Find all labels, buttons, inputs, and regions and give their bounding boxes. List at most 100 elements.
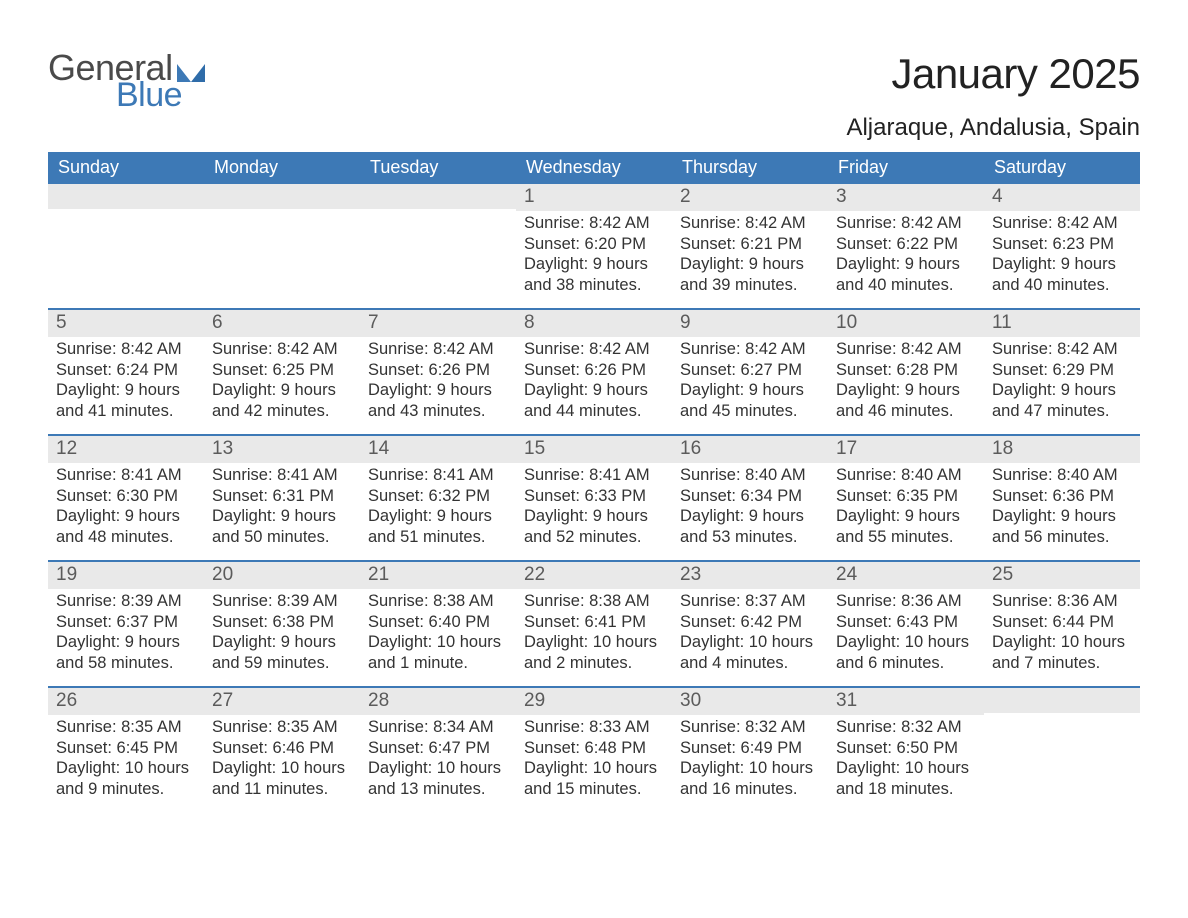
sunrise-text: Sunrise: 8:41 AM [368, 465, 508, 486]
sunrise-text: Sunrise: 8:32 AM [836, 717, 976, 738]
calendar-cell: 22Sunrise: 8:38 AMSunset: 6:41 PMDayligh… [516, 562, 672, 686]
day-details: Sunrise: 8:42 AMSunset: 6:20 PMDaylight:… [516, 211, 672, 300]
calendar-cell: 21Sunrise: 8:38 AMSunset: 6:40 PMDayligh… [360, 562, 516, 686]
calendar-cell: 6Sunrise: 8:42 AMSunset: 6:25 PMDaylight… [204, 310, 360, 434]
calendar-cell: 8Sunrise: 8:42 AMSunset: 6:26 PMDaylight… [516, 310, 672, 434]
calendar-cell: 18Sunrise: 8:40 AMSunset: 6:36 PMDayligh… [984, 436, 1140, 560]
calendar-cell: 16Sunrise: 8:40 AMSunset: 6:34 PMDayligh… [672, 436, 828, 560]
sunset-text: Sunset: 6:48 PM [524, 738, 664, 759]
sunset-text: Sunset: 6:37 PM [56, 612, 196, 633]
sunset-text: Sunset: 6:21 PM [680, 234, 820, 255]
sunrise-text: Sunrise: 8:42 AM [56, 339, 196, 360]
daylight-text: Daylight: 9 hours and 43 minutes. [368, 380, 508, 421]
sunset-text: Sunset: 6:38 PM [212, 612, 352, 633]
day-details: Sunrise: 8:41 AMSunset: 6:32 PMDaylight:… [360, 463, 516, 552]
sunrise-text: Sunrise: 8:42 AM [836, 213, 976, 234]
daylight-text: Daylight: 9 hours and 51 minutes. [368, 506, 508, 547]
day-number: 31 [828, 688, 984, 715]
sunrise-text: Sunrise: 8:41 AM [212, 465, 352, 486]
sunset-text: Sunset: 6:47 PM [368, 738, 508, 759]
day-details: Sunrise: 8:33 AMSunset: 6:48 PMDaylight:… [516, 715, 672, 804]
calendar-cell: 29Sunrise: 8:33 AMSunset: 6:48 PMDayligh… [516, 688, 672, 812]
day-number: 7 [360, 310, 516, 337]
sunrise-text: Sunrise: 8:38 AM [368, 591, 508, 612]
day-details: Sunrise: 8:35 AMSunset: 6:45 PMDaylight:… [48, 715, 204, 804]
day-number: 24 [828, 562, 984, 589]
sunset-text: Sunset: 6:27 PM [680, 360, 820, 381]
calendar-cell: 4Sunrise: 8:42 AMSunset: 6:23 PMDaylight… [984, 184, 1140, 308]
daylight-text: Daylight: 9 hours and 45 minutes. [680, 380, 820, 421]
daylight-text: Daylight: 9 hours and 41 minutes. [56, 380, 196, 421]
day-details: Sunrise: 8:38 AMSunset: 6:40 PMDaylight:… [360, 589, 516, 678]
sunrise-text: Sunrise: 8:37 AM [680, 591, 820, 612]
calendar-cell: 3Sunrise: 8:42 AMSunset: 6:22 PMDaylight… [828, 184, 984, 308]
daylight-text: Daylight: 10 hours and 2 minutes. [524, 632, 664, 673]
day-number: 1 [516, 184, 672, 211]
calendar-cell: 14Sunrise: 8:41 AMSunset: 6:32 PMDayligh… [360, 436, 516, 560]
day-number: 6 [204, 310, 360, 337]
sunrise-text: Sunrise: 8:35 AM [212, 717, 352, 738]
daylight-text: Daylight: 9 hours and 53 minutes. [680, 506, 820, 547]
sunrise-text: Sunrise: 8:42 AM [680, 213, 820, 234]
day-number: 29 [516, 688, 672, 715]
day-details: Sunrise: 8:42 AMSunset: 6:22 PMDaylight:… [828, 211, 984, 300]
calendar: Sunday Monday Tuesday Wednesday Thursday… [48, 152, 1140, 812]
day-number: 9 [672, 310, 828, 337]
sunset-text: Sunset: 6:24 PM [56, 360, 196, 381]
calendar-cell: 17Sunrise: 8:40 AMSunset: 6:35 PMDayligh… [828, 436, 984, 560]
sunset-text: Sunset: 6:41 PM [524, 612, 664, 633]
sunset-text: Sunset: 6:20 PM [524, 234, 664, 255]
calendar-cell: 1Sunrise: 8:42 AMSunset: 6:20 PMDaylight… [516, 184, 672, 308]
calendar-cell [984, 688, 1140, 812]
calendar-cell: 9Sunrise: 8:42 AMSunset: 6:27 PMDaylight… [672, 310, 828, 434]
calendar-cell: 25Sunrise: 8:36 AMSunset: 6:44 PMDayligh… [984, 562, 1140, 686]
calendar-cell: 5Sunrise: 8:42 AMSunset: 6:24 PMDaylight… [48, 310, 204, 434]
day-number: 13 [204, 436, 360, 463]
sunset-text: Sunset: 6:46 PM [212, 738, 352, 759]
calendar-cell: 27Sunrise: 8:35 AMSunset: 6:46 PMDayligh… [204, 688, 360, 812]
calendar-cell: 15Sunrise: 8:41 AMSunset: 6:33 PMDayligh… [516, 436, 672, 560]
daylight-text: Daylight: 10 hours and 11 minutes. [212, 758, 352, 799]
calendar-cell [360, 184, 516, 308]
day-details: Sunrise: 8:36 AMSunset: 6:44 PMDaylight:… [984, 589, 1140, 678]
sunrise-text: Sunrise: 8:40 AM [680, 465, 820, 486]
sunset-text: Sunset: 6:26 PM [524, 360, 664, 381]
sunrise-text: Sunrise: 8:32 AM [680, 717, 820, 738]
weekday-header: Tuesday [360, 152, 516, 184]
day-details: Sunrise: 8:40 AMSunset: 6:36 PMDaylight:… [984, 463, 1140, 552]
sunset-text: Sunset: 6:23 PM [992, 234, 1132, 255]
title-block: January 2025 Aljaraque, Andalusia, Spain [846, 50, 1140, 142]
daylight-text: Daylight: 9 hours and 52 minutes. [524, 506, 664, 547]
calendar-cell [48, 184, 204, 308]
weekday-header: Thursday [672, 152, 828, 184]
logo-flag-icon [177, 64, 205, 82]
sunset-text: Sunset: 6:45 PM [56, 738, 196, 759]
sunset-text: Sunset: 6:31 PM [212, 486, 352, 507]
daylight-text: Daylight: 9 hours and 55 minutes. [836, 506, 976, 547]
sunrise-text: Sunrise: 8:42 AM [212, 339, 352, 360]
day-details: Sunrise: 8:41 AMSunset: 6:31 PMDaylight:… [204, 463, 360, 552]
day-details: Sunrise: 8:32 AMSunset: 6:49 PMDaylight:… [672, 715, 828, 804]
day-details: Sunrise: 8:42 AMSunset: 6:21 PMDaylight:… [672, 211, 828, 300]
day-details: Sunrise: 8:42 AMSunset: 6:26 PMDaylight:… [516, 337, 672, 426]
calendar-cell [204, 184, 360, 308]
sunrise-text: Sunrise: 8:41 AM [524, 465, 664, 486]
daylight-text: Daylight: 9 hours and 50 minutes. [212, 506, 352, 547]
sunrise-text: Sunrise: 8:38 AM [524, 591, 664, 612]
day-number: 20 [204, 562, 360, 589]
day-number: 10 [828, 310, 984, 337]
sunset-text: Sunset: 6:30 PM [56, 486, 196, 507]
sunrise-text: Sunrise: 8:39 AM [212, 591, 352, 612]
daylight-text: Daylight: 9 hours and 44 minutes. [524, 380, 664, 421]
weekday-header: Monday [204, 152, 360, 184]
daylight-text: Daylight: 9 hours and 40 minutes. [992, 254, 1132, 295]
calendar-cell: 13Sunrise: 8:41 AMSunset: 6:31 PMDayligh… [204, 436, 360, 560]
daylight-text: Daylight: 10 hours and 9 minutes. [56, 758, 196, 799]
day-number [48, 184, 204, 209]
sunset-text: Sunset: 6:32 PM [368, 486, 508, 507]
day-number: 26 [48, 688, 204, 715]
calendar-cell: 30Sunrise: 8:32 AMSunset: 6:49 PMDayligh… [672, 688, 828, 812]
calendar-cell: 7Sunrise: 8:42 AMSunset: 6:26 PMDaylight… [360, 310, 516, 434]
day-number: 17 [828, 436, 984, 463]
weekday-header: Saturday [984, 152, 1140, 184]
